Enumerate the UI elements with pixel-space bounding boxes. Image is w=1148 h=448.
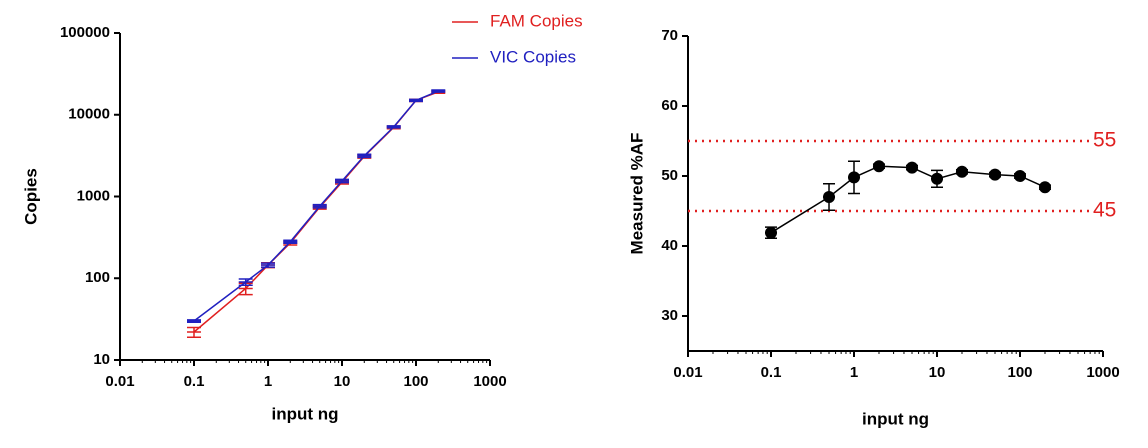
error-bar: [386, 125, 401, 129]
marker: [906, 161, 919, 174]
marker: [1038, 181, 1051, 194]
x-tick-label: 1000: [1086, 364, 1119, 381]
x-tick-label: 1000: [473, 373, 506, 390]
y-axis-label: Measured %AF: [627, 133, 646, 255]
y-tick-label: 60: [661, 97, 678, 114]
y-tick-label: 50: [661, 167, 678, 184]
x-tick-label: 0.1: [761, 364, 782, 381]
x-tick-label: 100: [1007, 364, 1032, 381]
error-bar: [335, 178, 349, 184]
marker: [955, 165, 968, 178]
marker: [848, 171, 860, 184]
y-tick-label: 10: [93, 351, 110, 368]
marker: [931, 172, 943, 185]
error-bar: [409, 98, 423, 103]
error-bar: [187, 326, 201, 338]
y-tick-label: 30: [661, 307, 678, 324]
marker: [823, 191, 836, 203]
marker: [765, 226, 777, 239]
series-line: [770, 165, 1046, 234]
error-bar: [187, 319, 201, 323]
y-tick-label: 40: [661, 237, 678, 254]
x-tick-label: 1: [264, 373, 272, 390]
x-axis-label: input ng: [862, 409, 929, 428]
x-tick-label: 100: [403, 373, 428, 390]
x-tick-label: 0.01: [105, 373, 134, 390]
y-tick-label: 1000: [77, 187, 110, 204]
x-axis-label: input ng: [271, 404, 338, 423]
y-axis-label: Copies: [21, 168, 40, 225]
series-line: [193, 90, 439, 322]
y-tick-label: 100000: [60, 24, 110, 41]
error-bar: [357, 153, 372, 159]
y-tick-label: 10000: [68, 106, 110, 123]
error-bar: [238, 278, 253, 287]
x-tick-label: 10: [929, 364, 946, 381]
marker: [1014, 170, 1026, 182]
series-line: [193, 91, 439, 333]
reference-label: 45: [1093, 199, 1116, 222]
x-tick-label: 0.01: [673, 364, 702, 381]
error-bar: [283, 239, 298, 244]
x-tick-label: 0.1: [184, 373, 205, 390]
error-bar: [261, 262, 275, 268]
x-tick-label: 10: [334, 373, 351, 390]
x-tick-label: 1: [850, 364, 858, 381]
marker: [989, 168, 1002, 181]
y-tick-label: 100: [85, 269, 110, 286]
reference-label: 55: [1093, 129, 1116, 152]
error-bar: [312, 203, 327, 209]
marker: [872, 160, 885, 173]
legend-label: FAM Copies: [490, 11, 583, 30]
legend-label: VIC Copies: [490, 47, 576, 66]
error-bar: [431, 89, 446, 93]
y-tick-label: 70: [661, 27, 678, 44]
